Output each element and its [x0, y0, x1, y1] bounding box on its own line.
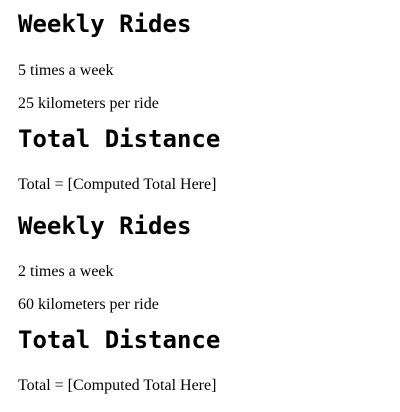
ride-frequency: 2 times a week [18, 263, 114, 280]
ride-distance: 60 kilometers per ride [18, 296, 159, 313]
ride-distance: 25 kilometers per ride [18, 95, 159, 112]
total-distance-heading: Total Distance [18, 326, 221, 354]
total-line: Total = [Computed Total Here] [18, 377, 217, 394]
total-line: Total = [Computed Total Here] [18, 176, 217, 193]
ride-frequency: 5 times a week [18, 62, 114, 79]
weekly-rides-heading: Weekly Rides [18, 10, 192, 38]
weekly-rides-heading: Weekly Rides [18, 212, 192, 240]
total-distance-heading: Total Distance [18, 125, 221, 153]
